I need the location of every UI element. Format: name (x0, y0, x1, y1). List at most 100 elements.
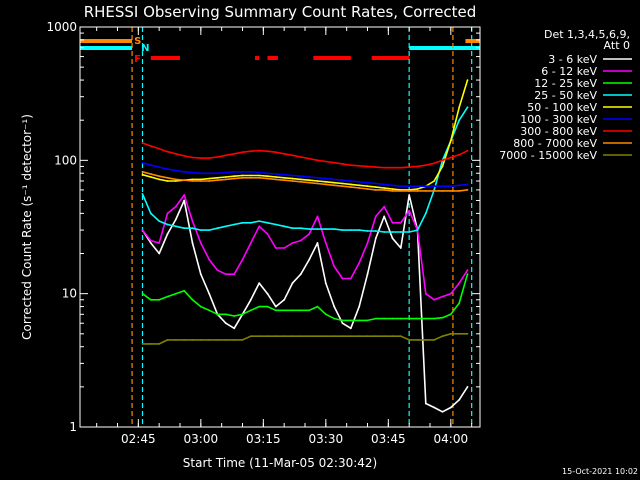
data-point (333, 184, 336, 187)
data-point (391, 335, 394, 338)
data-point (416, 229, 419, 232)
data-point (249, 221, 252, 224)
data-point (324, 282, 327, 284)
data-point (216, 227, 219, 230)
series-line (141, 106, 469, 233)
data-point (174, 339, 177, 341)
data-point (333, 178, 336, 181)
data-point (366, 319, 369, 322)
data-point (183, 199, 186, 202)
data-point (266, 335, 269, 338)
data-point (299, 309, 302, 312)
data-point (466, 273, 469, 276)
data-point (366, 242, 369, 244)
data-point (249, 150, 252, 153)
chart-title: RHESSI Observing Summary Count Rates, Co… (84, 3, 477, 21)
data-point (166, 176, 169, 179)
data-point (208, 172, 211, 175)
data-point (399, 247, 402, 249)
data-point (399, 221, 402, 224)
data-point (141, 170, 144, 173)
data-point (224, 171, 227, 174)
data-point (258, 305, 261, 308)
data-point (341, 322, 344, 325)
data-point (408, 190, 411, 192)
data-point (358, 187, 361, 189)
data-point (458, 106, 461, 109)
data-point (191, 339, 194, 341)
data-point (466, 79, 469, 81)
legend-entry-label: 3 - 6 keV (548, 53, 597, 66)
y-tick-label: 1000 (46, 20, 77, 34)
data-point (391, 184, 394, 187)
data-point (208, 177, 211, 180)
data-point (274, 247, 277, 249)
data-point (299, 335, 302, 338)
data-point (333, 181, 336, 184)
data-point (366, 165, 369, 168)
legend-entry-label: 12 - 25 keV (534, 77, 597, 90)
data-point (283, 179, 286, 182)
data-point (466, 189, 469, 191)
data-point (424, 339, 427, 341)
data-point (374, 317, 377, 320)
data-point (449, 156, 452, 159)
data-point (141, 229, 144, 232)
data-point (441, 159, 444, 162)
data-point (308, 181, 311, 184)
data-point (408, 317, 411, 320)
data-point (183, 194, 186, 196)
data-point (416, 190, 419, 192)
legend-entry-label: 100 - 300 keV (520, 113, 597, 126)
data-point (208, 339, 211, 341)
data-point (208, 157, 211, 160)
data-point (258, 225, 261, 228)
night-flag-label: N (141, 43, 149, 54)
data-point (458, 302, 461, 304)
data-point (366, 181, 369, 184)
data-point (258, 149, 261, 152)
data-point (391, 237, 394, 240)
data-point (166, 180, 169, 182)
data-point (283, 152, 286, 155)
data-point (449, 292, 452, 295)
series-line (142, 171, 468, 192)
data-point (216, 176, 219, 179)
data-point (291, 180, 294, 182)
series-line (142, 79, 469, 191)
data-point (149, 343, 152, 345)
data-point (191, 227, 194, 230)
series-line (142, 333, 468, 345)
data-point (383, 187, 386, 189)
data-point (391, 188, 394, 190)
data-point (158, 220, 161, 223)
data-point (399, 185, 402, 188)
x-tick-label: 02:45 (121, 432, 156, 446)
data-point (324, 242, 327, 244)
data-point (274, 223, 277, 226)
data-point (183, 155, 186, 157)
data-point (233, 170, 236, 173)
data-point (399, 317, 402, 320)
legend-header: Att 0 (604, 39, 630, 52)
data-point (433, 317, 436, 320)
data-point (158, 175, 161, 178)
data-point (166, 295, 169, 298)
data-point (366, 335, 369, 338)
legend-header: Det 1,3,4,5,6,9, (544, 28, 630, 41)
data-point (266, 292, 269, 295)
data-point (249, 176, 252, 179)
data-point (291, 174, 294, 177)
data-point (449, 139, 452, 142)
data-point (183, 227, 186, 230)
data-point (349, 180, 352, 182)
data-point (399, 190, 402, 192)
data-point (358, 229, 361, 232)
data-point (408, 166, 411, 169)
data-point (266, 175, 269, 178)
data-point (366, 185, 369, 188)
data-point (341, 319, 344, 322)
data-point (466, 149, 469, 152)
data-point (383, 189, 386, 191)
data-point (308, 258, 311, 261)
